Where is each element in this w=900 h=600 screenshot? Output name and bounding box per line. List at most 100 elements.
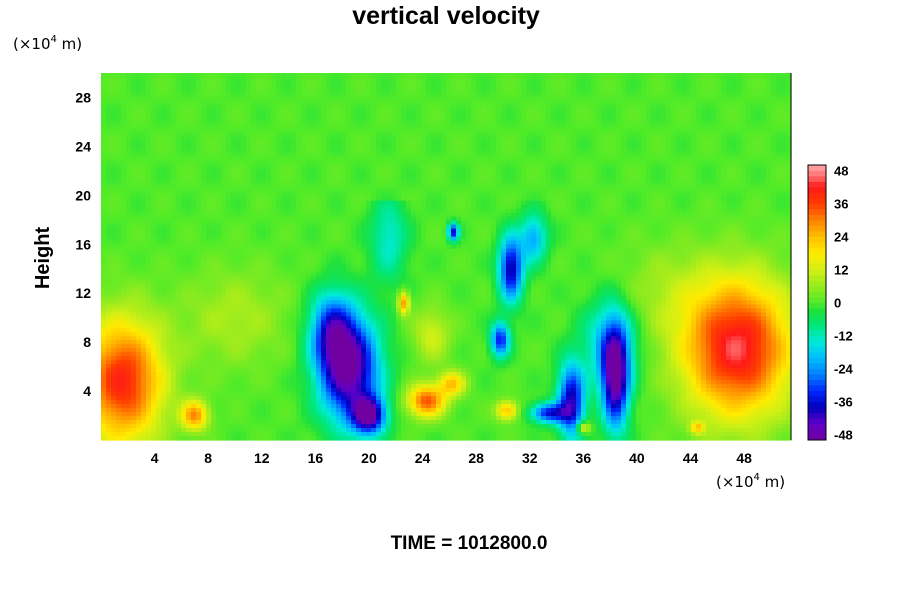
field-cell	[186, 128, 192, 134]
field-cell	[676, 188, 682, 194]
field-cell	[406, 136, 412, 142]
field-cell	[221, 73, 227, 78]
field-cell	[341, 92, 347, 98]
field-cell	[166, 176, 172, 182]
field-cell	[296, 132, 302, 138]
field-cell	[511, 208, 517, 214]
field-cell	[156, 208, 162, 214]
field-cell	[156, 84, 162, 90]
field-cell	[681, 140, 687, 146]
field-cell	[141, 136, 147, 142]
field-cell	[536, 80, 542, 86]
field-cell	[601, 168, 607, 174]
field-cell	[211, 196, 217, 202]
field-cell	[501, 152, 507, 158]
field-cell	[426, 84, 432, 90]
field-cell	[416, 176, 422, 182]
field-cell	[436, 96, 442, 102]
field-cell	[756, 188, 762, 194]
field-cell	[546, 96, 552, 102]
field-cell	[591, 164, 597, 170]
field-cell	[716, 84, 722, 90]
field-cell	[431, 164, 437, 170]
field-cell	[611, 212, 617, 218]
field-cell	[106, 73, 112, 78]
field-cell	[371, 100, 377, 106]
field-cell	[266, 152, 272, 158]
field-cell	[661, 136, 667, 142]
field-cell	[206, 212, 212, 218]
field-cell	[541, 148, 547, 154]
field-cell	[776, 148, 782, 154]
field-cell	[146, 188, 152, 194]
field-cell	[386, 100, 392, 106]
field-cell	[211, 96, 217, 102]
field-cell	[716, 168, 722, 174]
field-cell	[156, 172, 162, 178]
field-cell	[476, 96, 482, 102]
field-cell	[561, 196, 567, 202]
field-cell	[436, 124, 442, 130]
field-cell	[281, 96, 287, 102]
field-cell	[326, 144, 332, 150]
field-cell	[751, 108, 757, 114]
field-cell	[651, 120, 657, 126]
field-cell	[351, 96, 357, 102]
field-cell	[541, 192, 547, 198]
field-cell	[316, 160, 322, 166]
field-cell	[561, 73, 567, 78]
field-cell	[161, 148, 167, 154]
field-cell	[331, 104, 337, 110]
field-cell	[526, 140, 532, 146]
field-cell	[251, 164, 257, 170]
field-cell	[321, 100, 327, 106]
field-cell	[216, 104, 222, 110]
field-cell	[496, 168, 502, 174]
field-cell	[676, 116, 682, 122]
field-cell	[196, 192, 202, 198]
field-cell	[281, 132, 287, 138]
field-cell	[171, 136, 177, 142]
field-cell	[531, 180, 537, 186]
field-cell	[146, 132, 152, 138]
field-cell	[211, 188, 217, 194]
field-cell	[161, 164, 167, 170]
field-cell	[661, 188, 667, 194]
field-cell	[496, 92, 502, 98]
field-cell	[581, 192, 587, 198]
field-cell	[301, 88, 307, 94]
field-cell	[421, 160, 427, 166]
field-cell	[701, 184, 707, 190]
field-cell	[476, 88, 482, 94]
field-cell	[411, 212, 417, 218]
field-cell	[666, 116, 672, 122]
field-cell	[161, 184, 167, 190]
field-cell	[101, 120, 107, 126]
field-cell	[606, 104, 612, 110]
field-cell	[761, 192, 767, 198]
field-cell	[661, 80, 667, 86]
field-cell	[486, 124, 492, 130]
field-cell	[481, 156, 487, 162]
field-cell	[646, 200, 652, 206]
field-cell	[451, 196, 457, 202]
field-cell	[666, 84, 672, 90]
field-cell	[236, 108, 242, 114]
field-cell	[456, 132, 462, 138]
field-cell	[106, 136, 112, 142]
field-cell	[301, 160, 307, 166]
field-cell	[546, 156, 552, 162]
field-cell	[511, 116, 517, 122]
field-cell	[136, 136, 142, 142]
field-cell	[726, 208, 732, 214]
field-cell	[246, 100, 252, 106]
field-cell	[191, 192, 197, 198]
field-cell	[266, 156, 272, 162]
field-cell	[331, 204, 337, 210]
field-cell	[401, 176, 407, 182]
field-cell	[711, 148, 717, 154]
field-cell	[406, 204, 412, 210]
field-cell	[331, 96, 337, 102]
field-cell	[771, 73, 777, 78]
field-cell	[296, 104, 302, 110]
